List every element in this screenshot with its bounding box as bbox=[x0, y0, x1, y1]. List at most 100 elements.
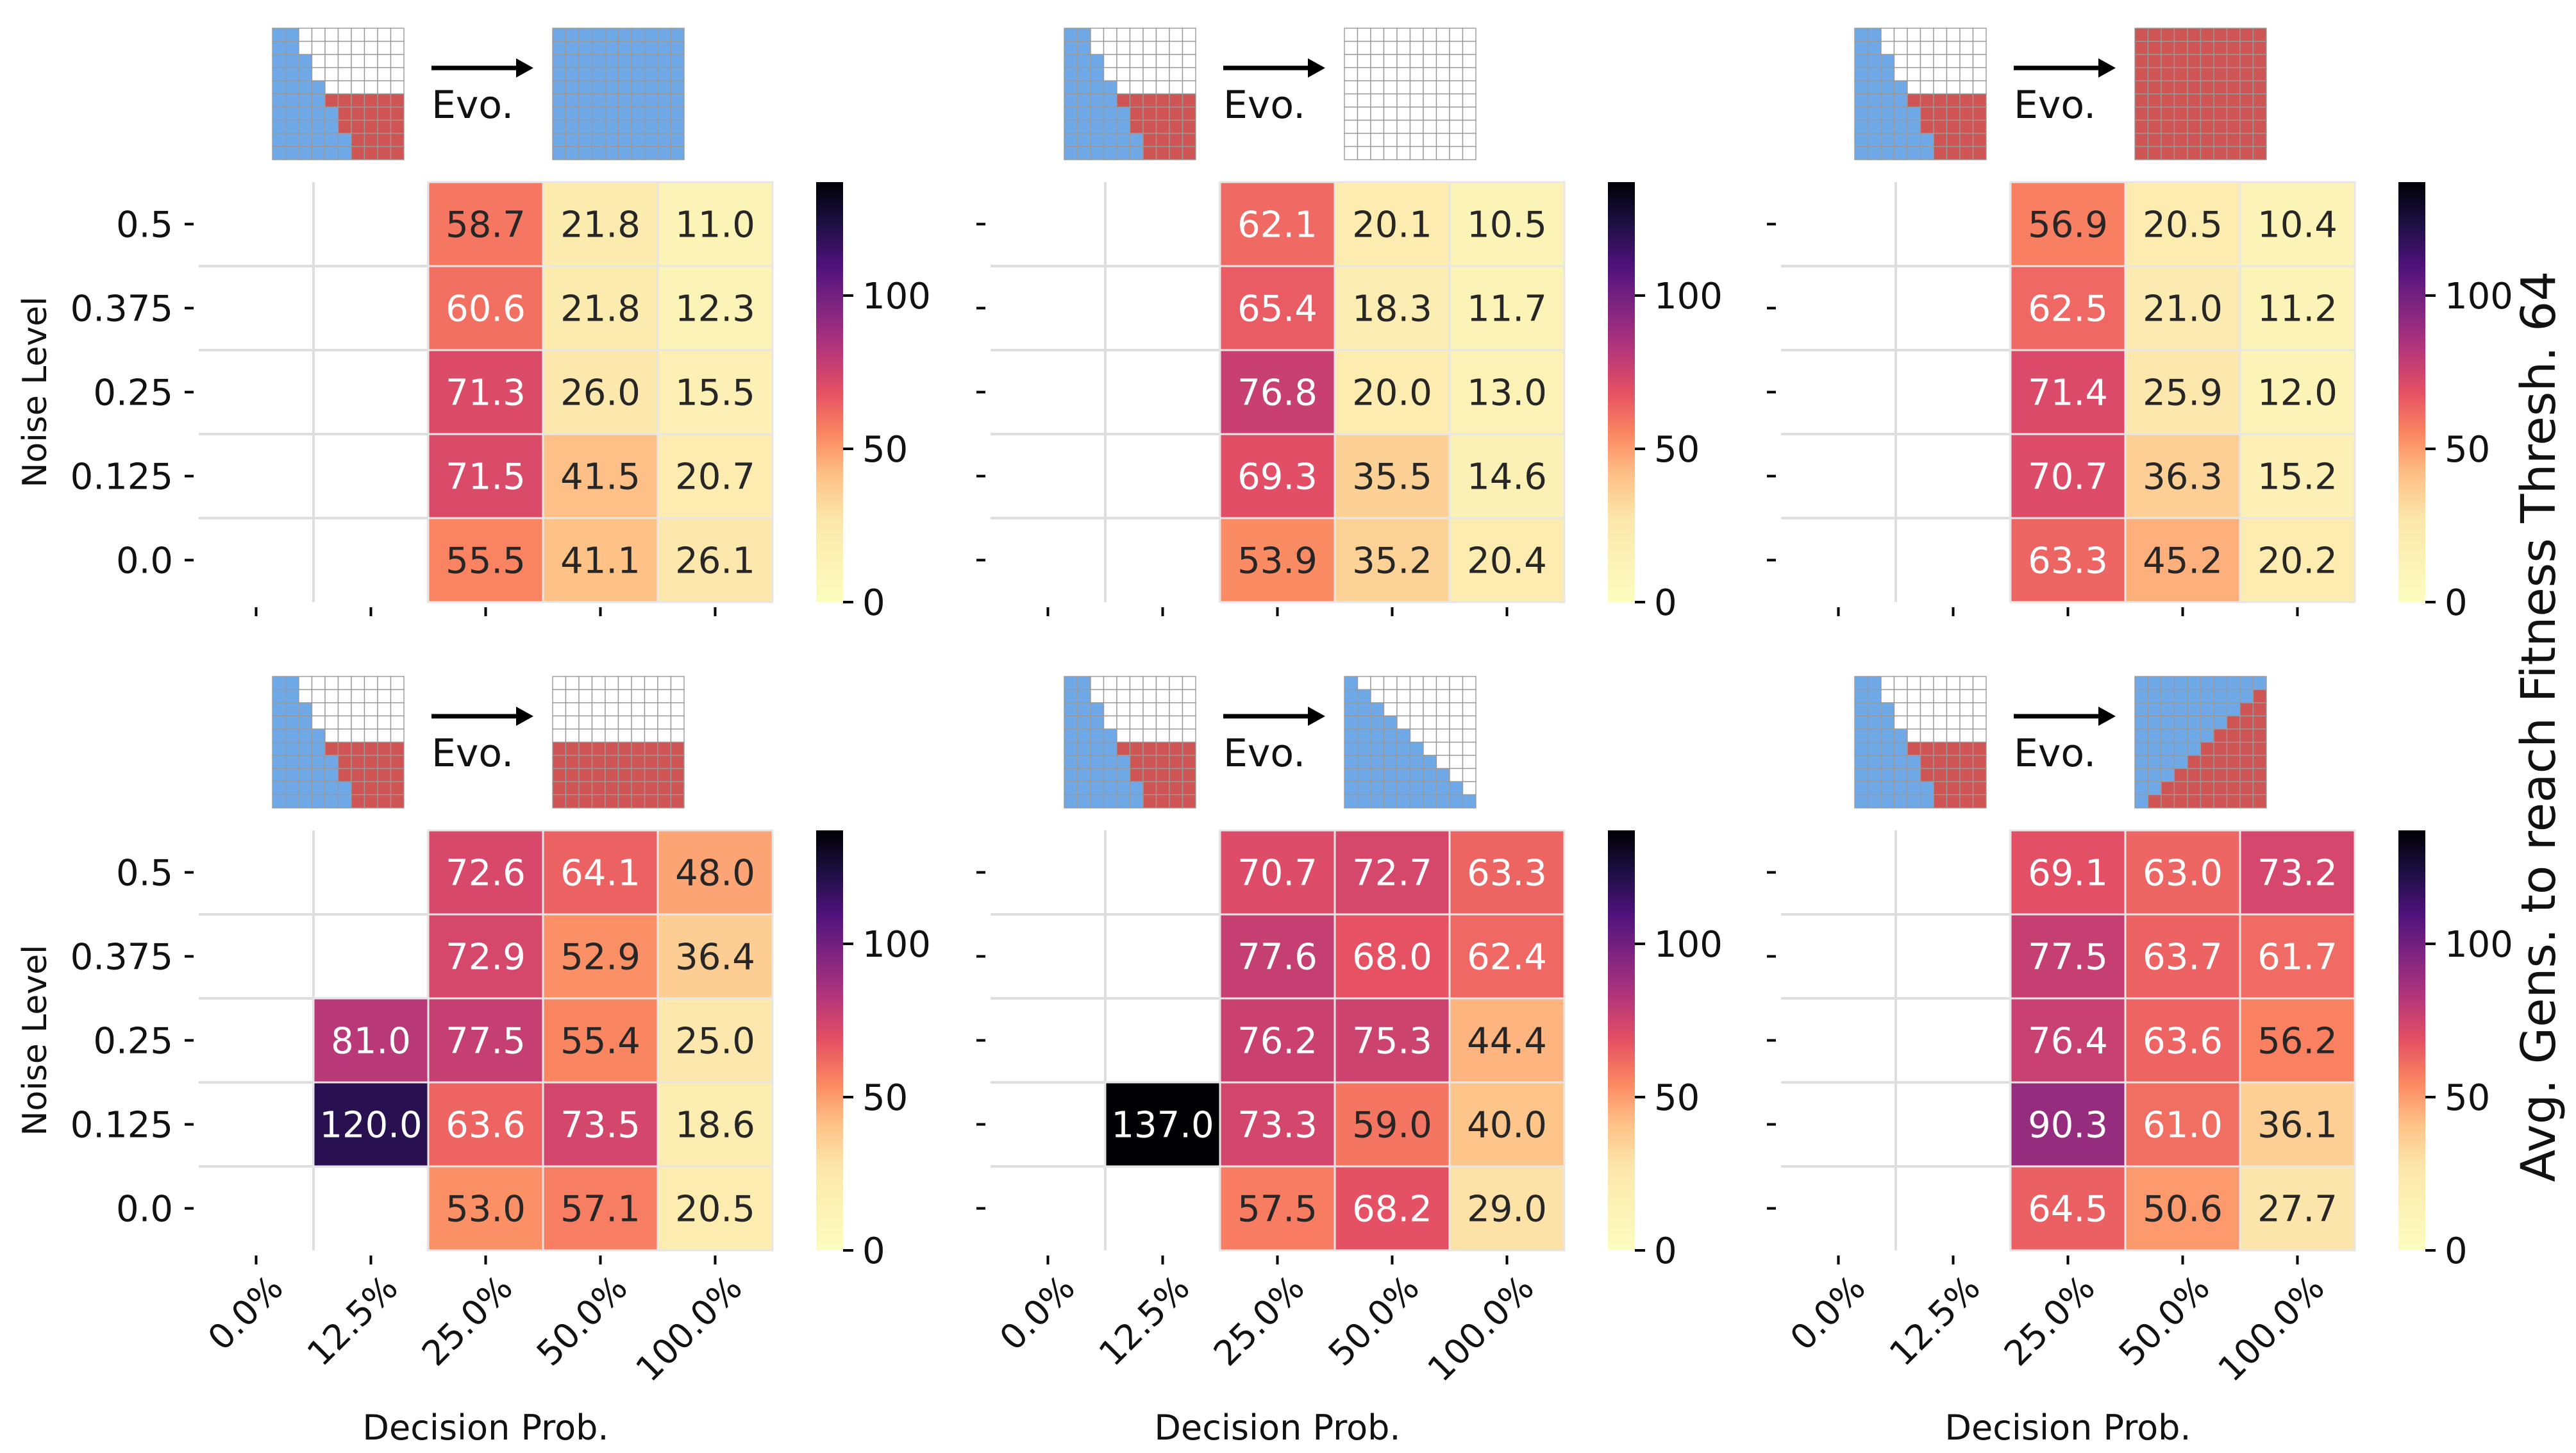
cell-label: 53.9 bbox=[1237, 541, 1317, 582]
cell-label: 71.5 bbox=[446, 457, 526, 498]
cell-label: 64.5 bbox=[2028, 1189, 2108, 1230]
cell-label: 18.6 bbox=[675, 1105, 755, 1146]
y-axis-label: Noise Level bbox=[16, 296, 54, 487]
heatmap-cell bbox=[657, 1165, 774, 1252]
cell-label: 68.2 bbox=[1352, 1189, 1432, 1230]
y-axis-label: Noise Level bbox=[16, 945, 54, 1136]
cell-label: 63.7 bbox=[2143, 937, 2223, 978]
cell-label: 20.2 bbox=[2257, 541, 2338, 582]
cell-label: 69.3 bbox=[1237, 457, 1317, 498]
cell-label: 12.0 bbox=[2257, 373, 2338, 414]
heatmap-cell bbox=[2009, 913, 2127, 1000]
heatmap-cell bbox=[2239, 1081, 2356, 1168]
colorbar-tick-label: 0 bbox=[1654, 1230, 1677, 1272]
heatmap-cell bbox=[2009, 181, 2127, 267]
cell-label: 20.4 bbox=[1467, 541, 1547, 582]
panel-top-middle-target-thumbnail bbox=[1344, 28, 1476, 160]
heatmap-cell bbox=[1334, 349, 1451, 435]
panel-top-middle: Evo. 62.1 20.1 10.5 65.4 18.3 11.7 76.8 20.0 13.0… bbox=[976, 58, 1723, 624]
heatmap-cell bbox=[1104, 1081, 1221, 1168]
panel-bottom-middle-source-thumbnail bbox=[1064, 676, 1196, 809]
evo-label: Evo. bbox=[431, 83, 514, 128]
colorbar-tick-label: 0 bbox=[862, 582, 885, 624]
y-tick-label: 0.125 bbox=[71, 1105, 173, 1146]
cell-label: 20.0 bbox=[1352, 373, 1432, 414]
colorbar-tick-label: 100 bbox=[862, 276, 931, 317]
evo-arrow bbox=[2014, 707, 2116, 726]
heatmap-cell bbox=[1448, 1165, 1566, 1252]
cell-label: 62.5 bbox=[2028, 289, 2108, 330]
cell-label: 120.0 bbox=[319, 1105, 422, 1146]
heatmap-cell bbox=[1448, 517, 1566, 603]
x-tick-label: 12.5% bbox=[299, 1268, 406, 1374]
colorbar: 0 50 100 bbox=[816, 830, 931, 1272]
x-axis-label: Decision Prob. bbox=[1154, 1407, 1400, 1448]
cell-label: 60.6 bbox=[446, 289, 526, 330]
cell-label: 35.5 bbox=[1352, 457, 1432, 498]
x-tick-label: 100.0% bbox=[1420, 1268, 1542, 1390]
cell-label: 55.5 bbox=[446, 541, 526, 582]
cell-label: 20.5 bbox=[2143, 205, 2223, 246]
cell-label: 90.3 bbox=[2028, 1105, 2108, 1146]
cell-label: 10.5 bbox=[1467, 205, 1547, 246]
cell-label: 15.5 bbox=[675, 373, 755, 414]
heatmap-cell bbox=[1448, 433, 1566, 519]
cell-label: 12.3 bbox=[675, 289, 755, 330]
colorbar: 0 50 100 bbox=[1608, 182, 1723, 624]
cell-label: 21.0 bbox=[2143, 289, 2223, 330]
cell-label: 25.0 bbox=[675, 1021, 755, 1062]
colorbar: 0 50 100 bbox=[816, 182, 931, 624]
cell-label: 50.6 bbox=[2143, 1189, 2223, 1230]
x-tick-label: 0.0% bbox=[200, 1268, 291, 1359]
panel-top-right-source-thumbnail bbox=[1854, 28, 1987, 160]
evo-arrow bbox=[2014, 58, 2116, 78]
cell-label: 55.4 bbox=[560, 1021, 640, 1062]
colorbar-gradient bbox=[2398, 182, 2425, 602]
heatmap-cell bbox=[1219, 1165, 1336, 1252]
x-tick-label: 50.0% bbox=[2111, 1268, 2218, 1374]
cell-label: 63.3 bbox=[1467, 853, 1547, 894]
cell-label: 63.0 bbox=[2143, 853, 2223, 894]
heatmap-cell bbox=[1219, 181, 1336, 267]
x-tick-label: 0.0% bbox=[992, 1268, 1083, 1359]
heatmap-cell bbox=[657, 517, 774, 603]
cell-label: 36.3 bbox=[2143, 457, 2223, 498]
heatmap-cell bbox=[1448, 1081, 1566, 1168]
heatmap-cell bbox=[657, 997, 774, 1084]
panel-bottom-right: Evo. 69.1 63.0 73.2 77.5 63.7 61.7 76.4 63.6 56.2… bbox=[1767, 707, 2513, 1448]
cell-label: 13.0 bbox=[1467, 373, 1547, 414]
heatmap-cell bbox=[2239, 433, 2356, 519]
colorbar-tick-label: 50 bbox=[2445, 1077, 2490, 1119]
heatmap-cell bbox=[2009, 517, 2127, 603]
heatmap-cell bbox=[2239, 349, 2356, 435]
colorbar-tick-label: 100 bbox=[2445, 924, 2513, 966]
heatmap-cell bbox=[2239, 997, 2356, 1084]
heatmap-cell bbox=[657, 1081, 774, 1168]
colorbar: 0 50 100 bbox=[2398, 182, 2513, 624]
colorbar-tick-label: 0 bbox=[1654, 582, 1677, 624]
heatmap-cell bbox=[657, 433, 774, 519]
heatmap-cell bbox=[2124, 997, 2241, 1084]
cell-label: 36.1 bbox=[2257, 1105, 2338, 1146]
colorbar-tick-label: 50 bbox=[2445, 429, 2490, 471]
x-tick-label: 25.0% bbox=[1206, 1268, 1312, 1374]
cell-label: 20.5 bbox=[675, 1189, 755, 1230]
heatmap-cell bbox=[657, 265, 774, 351]
cell-label: 71.3 bbox=[446, 373, 526, 414]
evo-arrow bbox=[1223, 707, 1325, 726]
heatmap-cell bbox=[542, 1081, 659, 1168]
cell-label: 44.4 bbox=[1467, 1021, 1547, 1062]
heatmap-cell bbox=[2124, 913, 2241, 1000]
colorbar-tick-label: 100 bbox=[1654, 924, 1723, 966]
cell-label: 76.4 bbox=[2028, 1021, 2108, 1062]
evo-arrow bbox=[431, 707, 533, 726]
cell-label: 15.2 bbox=[2257, 457, 2338, 498]
cell-label: 62.1 bbox=[1237, 205, 1317, 246]
heatmap-cell bbox=[1219, 913, 1336, 1000]
cell-label: 57.1 bbox=[560, 1189, 640, 1230]
heatmap-cell bbox=[2239, 829, 2356, 916]
cell-label: 70.7 bbox=[1237, 853, 1317, 894]
colorbar-label: Avg. Gens. to reach Fitness Thresh. 64 bbox=[2511, 271, 2566, 1182]
